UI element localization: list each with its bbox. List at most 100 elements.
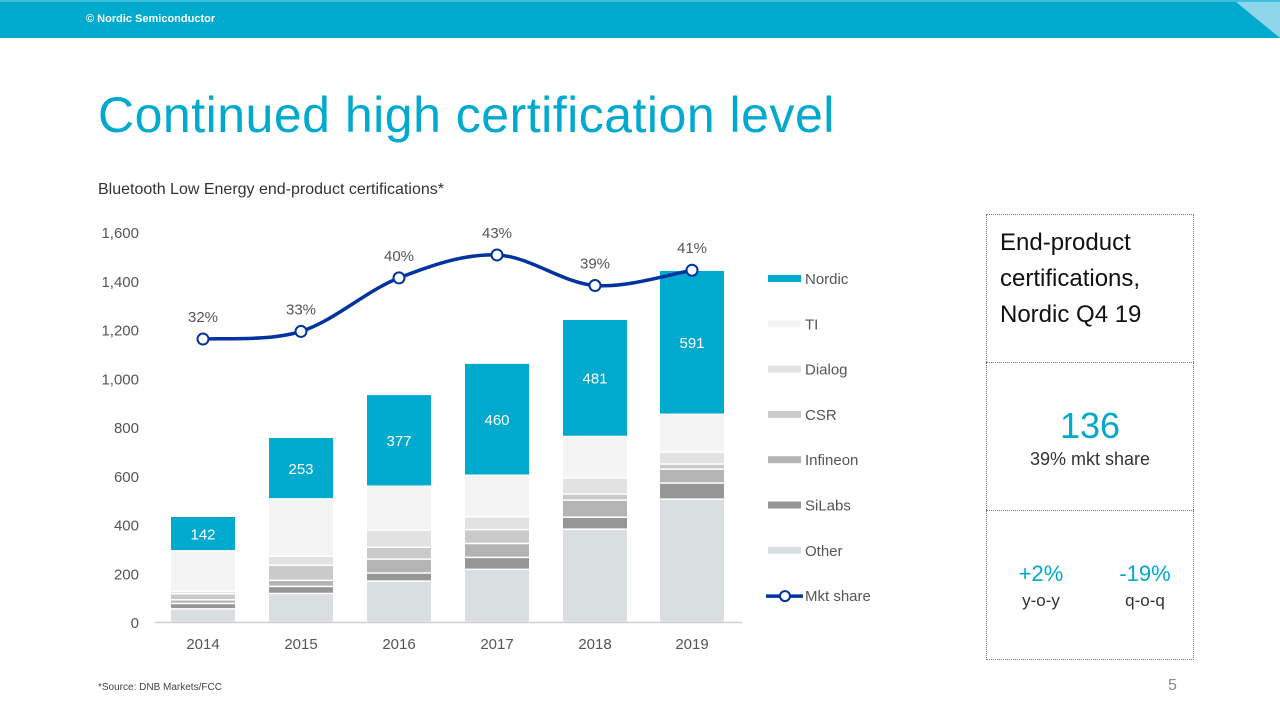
- market-share-marker: [588, 279, 602, 293]
- bar-segment-nordic: [171, 516, 235, 551]
- bar-segment-ti: [171, 551, 235, 591]
- bar-segment-nordic: [563, 320, 627, 436]
- bar-segment-silabs: [367, 573, 431, 581]
- x-tick-label: 2015: [284, 636, 317, 653]
- legend-swatch-dialog: [768, 365, 801, 373]
- market-share-marker: [490, 248, 504, 262]
- bar-segment-infineon: [563, 500, 627, 517]
- kpi-heading-line: certifications,: [1000, 265, 1141, 292]
- bar-segment-other: [660, 499, 724, 622]
- legend-swatch-ti: [768, 320, 801, 328]
- page-title: Continued high certification level: [98, 87, 835, 143]
- legend-label: CSR: [805, 407, 837, 424]
- legend-label: Dialog: [805, 362, 848, 379]
- market-share-label: 33%: [286, 301, 316, 318]
- y-tick-label: 1,600: [101, 225, 139, 242]
- chart-subtitle: Bluetooth Low Energy end-product certifi…: [98, 181, 444, 198]
- kpi-heading-box: End-product certifications, Nordic Q4 19: [986, 214, 1194, 362]
- bar-segment-csr: [465, 530, 529, 543]
- market-share-marker: [392, 271, 406, 285]
- bar-segment-silabs: [171, 604, 235, 609]
- market-share-marker: [685, 263, 699, 277]
- kpi-share: 39% mkt share: [1029, 449, 1151, 469]
- legend-label: Nordic: [805, 271, 849, 288]
- bar-segment-other: [367, 581, 431, 622]
- bar-value-label: 253: [288, 461, 313, 478]
- bar-segment-infineon: [367, 559, 431, 573]
- market-share-label: 40%: [384, 248, 414, 265]
- y-tick-label: 400: [114, 518, 139, 535]
- market-share-label: 39%: [580, 256, 610, 273]
- bar-segment-nordic: [465, 363, 529, 475]
- y-tick-label: 200: [114, 566, 139, 583]
- bar-segment-silabs: [660, 483, 724, 499]
- legend-swatch-infineon: [768, 456, 801, 464]
- bar-segment-nordic: [269, 437, 333, 499]
- bar-segment-ti: [660, 415, 724, 452]
- bar-segment-other: [465, 570, 529, 622]
- bar-segment-other: [171, 609, 235, 622]
- bar-segment-csr: [269, 565, 333, 580]
- legend-swatch-nordic: [768, 275, 801, 282]
- header-bar: © Nordic Semiconductor: [0, 0, 1280, 38]
- copyright: © Nordic Semiconductor: [86, 13, 216, 25]
- market-share-label: 43%: [482, 225, 512, 242]
- bar-value-label: 377: [386, 433, 411, 450]
- qoq-value: -19%: [1119, 561, 1171, 586]
- legend-swatch-csr: [768, 410, 801, 418]
- bar-value-label: 591: [679, 335, 704, 352]
- x-tick-label: 2018: [578, 636, 611, 653]
- bar-segment-dialog: [269, 556, 333, 565]
- page-number: 5: [1168, 677, 1177, 694]
- bar-segment-ti: [563, 437, 627, 478]
- legend-label: Other: [805, 543, 843, 560]
- bar-segment-ti: [465, 476, 529, 516]
- bar-segment-infineon: [465, 544, 529, 557]
- bar-segment-dialog: [563, 478, 627, 494]
- qoq-label: q-o-q: [1125, 591, 1165, 610]
- y-tick-label: 1,000: [101, 371, 139, 388]
- bar-segment-csr: [660, 464, 724, 469]
- x-tick-label: 2016: [382, 636, 415, 653]
- market-share-marker: [196, 332, 210, 346]
- legend-label: Mkt share: [805, 588, 871, 605]
- legend-swatch-other: [768, 546, 801, 554]
- market-share-label: 32%: [188, 309, 218, 326]
- kpi-heading-line: Nordic Q4 19: [1000, 301, 1142, 328]
- bar-segment-csr: [367, 547, 431, 559]
- y-tick-label: 600: [114, 469, 139, 486]
- bar-segment-infineon: [660, 469, 724, 483]
- bar-segment-dialog: [660, 452, 724, 464]
- kpi-heading-line: End-product: [1000, 229, 1131, 256]
- bar-segment-silabs: [269, 587, 333, 593]
- bar-segment-csr: [171, 594, 235, 600]
- x-tick-label: 2014: [186, 636, 219, 653]
- bar-segment-ti: [367, 486, 431, 530]
- bar-segment-silabs: [563, 517, 627, 529]
- bar-segment-other: [563, 529, 627, 622]
- header-corner-decoration: [1236, 2, 1280, 38]
- bar-value-label: 481: [582, 371, 607, 388]
- market-share-marker: [294, 324, 308, 338]
- yoy-value: +2%: [1018, 561, 1064, 586]
- bar-segment-silabs: [465, 558, 529, 569]
- market-share-label: 41%: [677, 240, 707, 257]
- legend-swatch-silabs: [768, 501, 801, 509]
- bar-segment-dialog: [465, 517, 529, 529]
- legend-label: Infineon: [805, 452, 858, 469]
- bar-segment-csr: [563, 494, 627, 500]
- y-tick-label: 1,200: [101, 323, 139, 340]
- y-tick-label: 800: [114, 420, 139, 437]
- x-tick-label: 2019: [675, 636, 708, 653]
- source-note: *Source: DNB Markets/FCC: [98, 682, 222, 693]
- legend-marker-swatch: [779, 590, 791, 603]
- kpi-change-box: +2% y-o-y -19% q-o-q: [986, 510, 1194, 660]
- bar-segment-nordic: [367, 395, 431, 486]
- legend-label: TI: [805, 316, 818, 333]
- bar-segment-ti: [269, 499, 333, 556]
- kpi-value-box: 136 39% mkt share: [986, 362, 1194, 510]
- bar-value-label: 142: [190, 526, 215, 543]
- bar-segment-other: [269, 594, 333, 622]
- bar-segment-nordic: [660, 271, 724, 414]
